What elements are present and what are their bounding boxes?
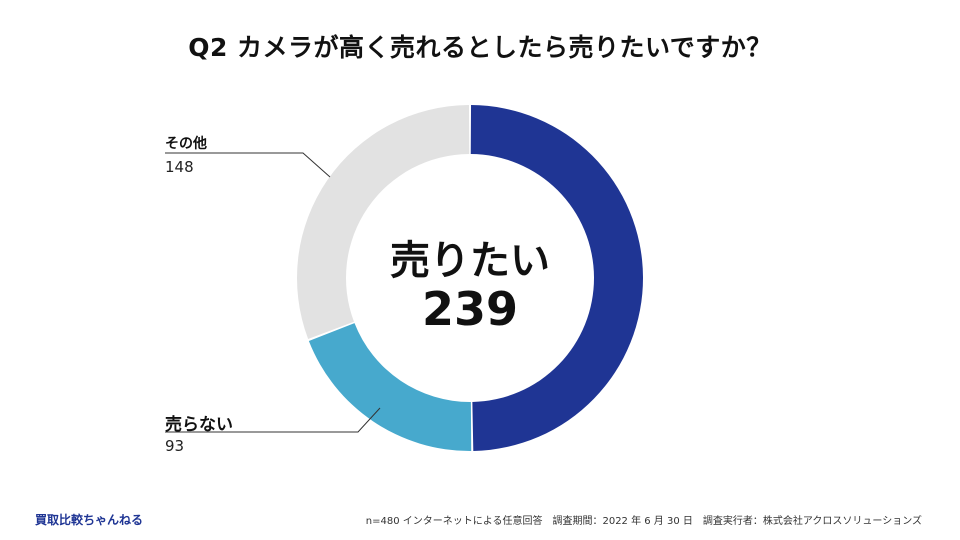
brand-logo-text: 買取比較ちゃんねる [35, 513, 144, 527]
slice-label-wont-sell: 売らない [165, 415, 233, 435]
leader-line-wont-sell [165, 407, 381, 433]
center-label: 売りたい [390, 238, 550, 284]
slice-value-other: 148 [165, 158, 194, 176]
slice-value-wont-sell: 93 [165, 437, 185, 455]
center-value: 239 [421, 282, 519, 336]
survey-footnote: n=480 インターネットによる任意回答 調査期間：2022 年 6 月 30 … [365, 516, 922, 527]
slice-label-other: その他 [165, 136, 207, 152]
leader-line-other [165, 152, 331, 178]
chart-title: Q2 カメラが高く売れるとしたら売りたいですか？ [188, 33, 772, 62]
slice-other [297, 105, 470, 340]
slice-wont-sell [308, 323, 472, 452]
slice-sell [470, 105, 643, 451]
